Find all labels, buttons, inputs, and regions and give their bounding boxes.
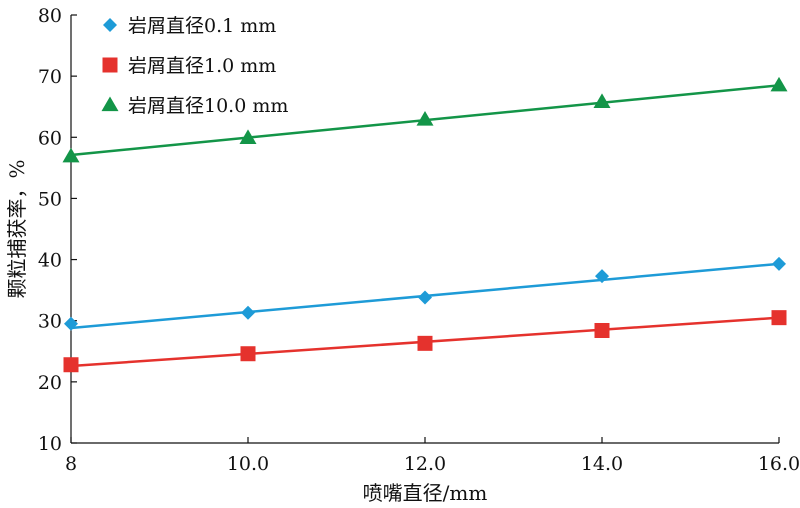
series-1-point: [595, 269, 609, 284]
y-tick-label: 40: [38, 250, 62, 272]
y-tick-label: 50: [38, 188, 62, 210]
series-3-point: [62, 147, 80, 163]
series-2-point: [771, 310, 787, 326]
y-tick-label: 60: [38, 127, 62, 149]
x-tick-label: 10.0: [227, 453, 269, 475]
legend-label-2: 岩屑直径1.0 mm: [128, 55, 276, 77]
y-axis-label: 颗粒捕获率，%: [5, 159, 29, 298]
x-tick-label: 16.0: [758, 453, 800, 475]
series-2-point: [240, 346, 256, 362]
series-3-point: [416, 111, 434, 126]
series-1-point: [418, 290, 432, 305]
legend-marker-3: [101, 96, 119, 112]
x-tick-label: 14.0: [581, 453, 623, 475]
y-tick-label: 70: [38, 66, 62, 88]
x-tick-label: 8: [65, 453, 77, 475]
series-3-point: [239, 129, 257, 145]
series-3-point: [770, 76, 788, 92]
series-2-point: [63, 357, 79, 373]
x-axis-label: 喷嘴直径/mm: [363, 481, 488, 505]
legend-label-1: 岩屑直径0.1 mm: [128, 15, 276, 37]
legend-marker-1: [103, 18, 117, 32]
series-2-point: [594, 322, 610, 338]
markers: [62, 76, 788, 373]
y-ticks: 10 20 30 40 50 60 70 80: [38, 5, 77, 455]
x-ticks: 8 10.0 12.0 14.0 16.0: [65, 437, 800, 475]
fit-lines: [70, 84, 780, 368]
y-tick-label: 20: [38, 372, 62, 394]
series-1-point: [64, 316, 78, 331]
legend-marker-2: [102, 57, 118, 73]
axes: [70, 15, 779, 444]
x-tick-label: 12.0: [404, 453, 446, 475]
legend-label-3: 岩屑直径10.0 mm: [128, 95, 288, 117]
series-3-point: [593, 93, 611, 108]
legend: 岩屑直径0.1 mm 岩屑直径1.0 mm 岩屑直径10.0 mm: [101, 15, 288, 117]
series-2-point: [417, 335, 433, 351]
y-tick-label: 10: [38, 433, 62, 455]
y-tick-label: 30: [38, 311, 62, 333]
series-1-point: [241, 305, 255, 320]
series-1-point: [772, 256, 786, 271]
y-tick-label: 80: [38, 5, 62, 27]
